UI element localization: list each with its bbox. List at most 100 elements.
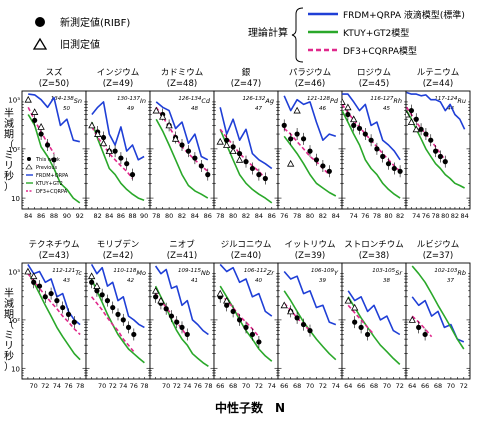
data-point-previous <box>342 98 346 105</box>
data-point-this-work <box>368 137 374 143</box>
panel-frame <box>149 262 215 380</box>
legend-brace <box>291 7 304 63</box>
series-line-ktuy-gt2 <box>219 128 273 204</box>
panel-z-label: (Z=40) <box>231 251 261 261</box>
x-tick-label: 70 <box>98 382 106 390</box>
x-tick-label: 86 <box>37 212 45 220</box>
panel-z-subscript: 44 <box>447 106 454 112</box>
panel-element-name: カドミウム <box>161 68 204 78</box>
data-point-this-work <box>364 331 371 338</box>
data-point-this-work <box>230 144 236 150</box>
x-tick-label: 74 <box>350 212 358 220</box>
data-point-this-work <box>36 283 43 289</box>
data-point-this-work <box>326 168 332 174</box>
panel-plot-area <box>24 263 81 361</box>
inner-legend-label: DF3+CQRPA <box>36 189 68 195</box>
x-tick-label: 78 <box>293 212 301 220</box>
x-tick-label: 80 <box>229 212 237 220</box>
x-tick-label: 76 <box>130 382 138 390</box>
data-point-this-work <box>422 331 428 338</box>
panel-isotope-label: 126-134Cd <box>178 96 211 105</box>
series-line-frdm-qrpa <box>91 101 145 161</box>
data-point-previous <box>344 103 352 111</box>
data-point-this-work <box>256 339 262 345</box>
legend: 新測定値(RIBF) 旧測定値 理論計算 FRDM+QRPA 液滴模型(標準) … <box>32 7 465 63</box>
data-point-this-work <box>184 331 190 338</box>
data-point-previous <box>87 272 96 280</box>
panel-z-label: (Z=41) <box>167 251 197 261</box>
panel-z-subscript: 46 <box>319 106 326 112</box>
panel-z-label: (Z=44) <box>423 79 453 89</box>
data-point-this-work <box>163 306 169 312</box>
panel-element-name: モリブデン <box>97 239 140 250</box>
data-point-this-work <box>205 172 211 178</box>
panel-z-label: (Z=47) <box>231 79 261 89</box>
series-line-frdm-qrpa <box>27 263 81 326</box>
y-tick-label: 10³ <box>8 97 20 105</box>
panel-element-name: ルビジウム <box>417 240 460 250</box>
data-point-this-work <box>262 175 268 182</box>
panel-z-label: (Z=42) <box>103 251 133 261</box>
x-tick-label: 80 <box>384 212 392 220</box>
data-point-previous <box>412 125 420 133</box>
data-point-this-work <box>423 131 429 137</box>
data-point-previous <box>171 134 180 142</box>
panel-frame <box>213 90 279 210</box>
data-point-this-work <box>42 294 48 300</box>
x-tick-label: 90 <box>140 212 148 220</box>
data-point-this-work <box>358 324 364 330</box>
data-point-previous <box>407 118 416 126</box>
data-point-this-work <box>224 137 230 143</box>
x-tick-label: 72 <box>109 382 117 390</box>
data-point-previous <box>350 303 359 311</box>
y-axis-label-char: 半 <box>4 286 14 299</box>
series-line-ktuy-gt2 <box>347 296 401 365</box>
data-point-this-work <box>413 116 419 122</box>
x-tick-label: 72 <box>396 382 404 390</box>
data-point-this-work <box>60 304 66 311</box>
data-point-this-work <box>185 148 192 154</box>
y-tick-label: 10 <box>11 365 20 373</box>
x-tick-label: 78 <box>76 382 84 390</box>
x-tick-label: 72 <box>173 382 181 390</box>
data-point-this-work <box>345 111 351 118</box>
x-tick-label: 80 <box>165 212 173 220</box>
panel-plot-area <box>406 91 466 189</box>
y-axis-label-char: （ <box>4 139 14 151</box>
data-point-previous <box>94 130 102 137</box>
panel-frame <box>85 90 151 210</box>
inner-legend: This work Previous FRDM+QRPA KTUY+GT2 DF3+CQ… <box>25 157 69 195</box>
panel-z-subscript: 40 <box>255 278 262 284</box>
data-point-this-work <box>300 136 307 142</box>
y-axis-label-char: 半 <box>4 106 14 119</box>
x-tick-label: 72 <box>460 382 468 390</box>
data-point-this-work <box>428 137 434 143</box>
data-point-this-work <box>320 163 326 169</box>
data-point-previous <box>286 307 295 315</box>
series-line-ktuy-gt2 <box>90 278 145 364</box>
y-axis-label-char: ） <box>4 361 14 373</box>
panel-z-label: (Z=37) <box>423 251 453 261</box>
data-point-this-work <box>391 165 397 172</box>
series-line-frdm-qrpa <box>219 107 273 170</box>
data-point-this-work <box>198 163 204 169</box>
x-tick-label: 66 <box>216 382 224 390</box>
data-point-this-work <box>362 131 368 137</box>
panel-plot-area <box>216 263 273 362</box>
panel-isotope-label: 112-121Tc <box>52 268 82 277</box>
data-point-this-work <box>54 298 60 304</box>
data-point-previous <box>406 110 411 118</box>
y-tick-label: 10 <box>11 195 20 203</box>
x-tick-label: 82 <box>396 212 404 220</box>
series-line-df3-cqrpa <box>27 273 81 336</box>
x-tick-label: 66 <box>357 382 365 390</box>
data-point-previous <box>350 115 358 123</box>
data-point-this-work <box>174 319 180 325</box>
x-tick-label: 76 <box>422 212 430 220</box>
panel-z-subscript: 50 <box>63 106 70 112</box>
legend-theory-label-0: FRDM+QRPA 液滴模型(標準) <box>343 9 465 21</box>
x-tick-label: 84 <box>24 212 32 220</box>
